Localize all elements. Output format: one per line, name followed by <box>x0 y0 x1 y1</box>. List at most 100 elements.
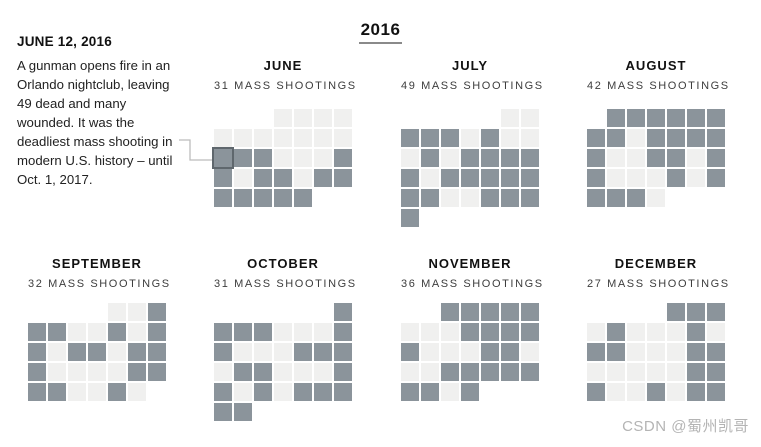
day-cell <box>687 149 705 167</box>
month-subtitle: 32 MASS SHOOTINGS <box>28 278 171 290</box>
day-cell <box>667 343 685 361</box>
day-cell <box>421 363 439 381</box>
day-cell <box>214 383 232 401</box>
day-cell <box>401 383 419 401</box>
day-cell <box>587 149 605 167</box>
month-october: OCTOBER 31 MASS SHOOTINGS <box>214 256 357 421</box>
day-cell <box>401 169 419 187</box>
day-cell <box>274 343 292 361</box>
day-cell <box>108 303 126 321</box>
day-cell <box>421 189 439 207</box>
day-cell <box>421 343 439 361</box>
month-subtitle: 49 MASS SHOOTINGS <box>401 80 544 92</box>
day-cell <box>254 383 272 401</box>
day-cell <box>461 189 479 207</box>
annotation-line: modern U.S. history – until <box>17 153 173 168</box>
day-cell <box>441 323 459 341</box>
day-cell <box>294 149 312 167</box>
page-title: 2016 <box>0 6 761 44</box>
day-cell <box>647 129 665 147</box>
day-cell <box>707 109 725 127</box>
day-cell <box>254 189 272 207</box>
day-cell <box>647 383 665 401</box>
month-august: AUGUST 42 MASS SHOOTINGS <box>587 58 728 207</box>
day-cell <box>294 129 312 147</box>
day-cell <box>667 303 685 321</box>
day-cell <box>421 129 439 147</box>
year-title: 2016 <box>358 20 403 44</box>
day-cell <box>254 129 272 147</box>
month-subtitle: 31 MASS SHOOTINGS <box>214 278 357 290</box>
day-cell <box>667 109 685 127</box>
day-cell <box>148 363 166 381</box>
annotation-line: A gunman opens fire in an <box>17 58 171 73</box>
month-september: SEPTEMBER 32 MASS SHOOTINGS <box>28 256 171 401</box>
day-cell <box>521 189 539 207</box>
day-cell <box>647 189 665 207</box>
day-cell <box>481 323 499 341</box>
day-cell <box>401 363 419 381</box>
day-cell <box>128 343 146 361</box>
day-cell <box>687 383 705 401</box>
month-title: JUNE <box>263 58 303 73</box>
day-cell <box>667 149 685 167</box>
day-cell <box>521 363 539 381</box>
day-cell <box>401 343 419 361</box>
day-cell <box>48 323 66 341</box>
day-cell <box>461 343 479 361</box>
month-december: DECEMBER 27 MASS SHOOTINGS <box>587 256 728 401</box>
day-cell <box>48 343 66 361</box>
day-cell <box>687 169 705 187</box>
day-cell <box>108 343 126 361</box>
day-cell <box>521 109 539 127</box>
day-cell <box>334 383 352 401</box>
month-june: JUNE 31 MASS SHOOTINGS <box>212 58 355 207</box>
day-cell <box>401 149 419 167</box>
day-cell <box>707 149 725 167</box>
day-cell <box>687 129 705 147</box>
day-cell <box>627 109 645 127</box>
day-cell <box>128 323 146 341</box>
day-cell <box>401 323 419 341</box>
day-cell <box>234 169 252 187</box>
day-cell <box>314 343 332 361</box>
day-cell <box>28 343 46 361</box>
day-cell <box>48 383 66 401</box>
day-cell <box>421 149 439 167</box>
day-cell <box>667 323 685 341</box>
month-title: JULY <box>451 58 489 73</box>
annotation-line: wounded. It was the <box>17 115 135 130</box>
day-cell <box>481 129 499 147</box>
day-cell <box>461 169 479 187</box>
month-july: JULY 49 MASS SHOOTINGS <box>401 58 544 227</box>
day-cell <box>687 323 705 341</box>
day-cell <box>587 343 605 361</box>
day-cell <box>587 129 605 147</box>
day-cell <box>68 323 86 341</box>
day-cell <box>501 343 519 361</box>
day-cell <box>607 343 625 361</box>
day-cell <box>88 323 106 341</box>
day-cell <box>607 189 625 207</box>
day-cell <box>667 383 685 401</box>
month-subtitle: 36 MASS SHOOTINGS <box>401 278 544 290</box>
day-cell <box>607 109 625 127</box>
day-cell <box>234 323 252 341</box>
day-cell <box>294 343 312 361</box>
day-cell <box>707 343 725 361</box>
watermark: CSDN @蜀州凯哥 <box>622 418 749 435</box>
day-cell <box>587 169 605 187</box>
day-cell <box>254 169 272 187</box>
day-cell <box>441 169 459 187</box>
day-cell <box>314 323 332 341</box>
day-cell <box>627 363 645 381</box>
day-cell <box>128 383 146 401</box>
day-cell <box>128 303 146 321</box>
day-cell <box>647 363 665 381</box>
day-cell <box>441 303 459 321</box>
day-cell <box>607 363 625 381</box>
day-cell <box>461 323 479 341</box>
month-title: AUGUST <box>625 58 687 73</box>
day-cell-highlighted <box>212 147 234 169</box>
